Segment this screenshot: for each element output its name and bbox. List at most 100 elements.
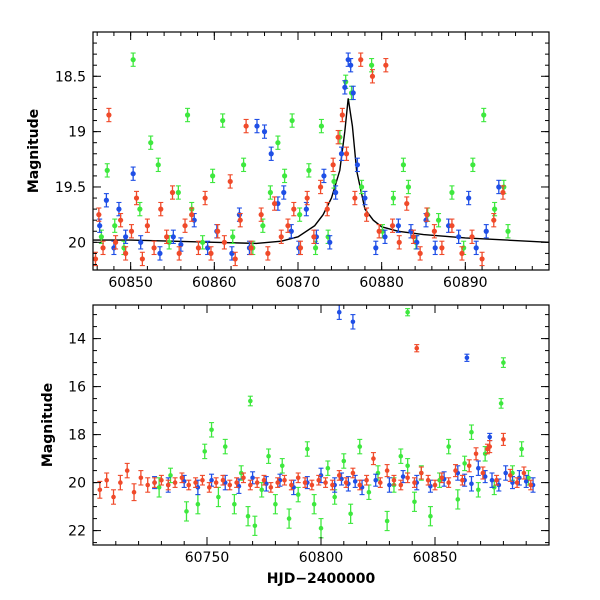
bottom-plot-frame <box>92 304 550 546</box>
data-point-red <box>189 207 195 222</box>
data-point-red <box>405 472 411 484</box>
data-point-red <box>169 185 176 200</box>
data-point-green <box>475 482 481 498</box>
data-point-red <box>164 229 170 244</box>
top-axis-ticks: 60850 60860 60870 60880 60890 18.5 19 19.5 20 <box>55 31 550 291</box>
data-point-red <box>439 240 445 256</box>
data-point-red <box>271 196 278 211</box>
data-point-red <box>343 146 350 161</box>
data-point-blue <box>157 246 163 261</box>
data-point-red <box>240 472 246 484</box>
data-point-red <box>323 477 329 488</box>
top-data-points <box>93 52 549 267</box>
data-point-red <box>466 459 472 473</box>
data-point-red <box>265 246 271 261</box>
y-tick-label: 20 <box>68 476 86 492</box>
data-point-blue <box>466 190 472 206</box>
data-point-green <box>435 212 442 228</box>
data-point-red <box>491 212 497 228</box>
data-point-red <box>195 240 202 256</box>
data-point-red <box>158 474 164 486</box>
data-point-green <box>200 235 206 250</box>
data-point-blue <box>395 218 401 233</box>
data-point-blue <box>468 476 474 492</box>
data-point-red <box>112 235 119 250</box>
data-point-green <box>505 224 511 239</box>
data-point-red <box>186 479 192 491</box>
data-point-blue <box>496 179 502 195</box>
data-point-green <box>155 157 161 173</box>
data-point-red <box>330 157 336 173</box>
data-point-red <box>446 477 452 488</box>
data-point-red <box>352 190 358 206</box>
data-point-green <box>195 494 201 515</box>
bottom-y-axis-label: Magnitude <box>40 383 56 467</box>
data-point-red <box>158 201 164 217</box>
data-point-red <box>309 479 315 491</box>
data-point-green <box>411 491 417 512</box>
data-point-red <box>432 479 438 491</box>
x-tick-label: 60880 <box>359 275 404 291</box>
data-point-blue <box>327 235 333 250</box>
data-point-blue <box>170 229 176 244</box>
data-point-red <box>243 118 249 134</box>
data-point-red <box>383 58 389 73</box>
data-point-blue <box>103 193 109 208</box>
data-point-blue <box>123 229 129 244</box>
data-point-red <box>131 483 137 502</box>
data-point-red <box>425 474 431 486</box>
y-tick-label: 22 <box>68 524 86 540</box>
data-point-blue <box>464 353 470 362</box>
data-point-green <box>183 501 189 522</box>
data-point-green <box>202 443 208 460</box>
data-point-green <box>318 518 324 539</box>
data-point-red <box>106 107 112 123</box>
x-tick-label: 60850 <box>413 550 458 566</box>
data-point-red <box>357 479 363 491</box>
data-point-red <box>473 447 479 461</box>
data-point-red <box>152 477 158 488</box>
data-point-red <box>268 482 274 493</box>
data-point-red <box>364 474 370 486</box>
data-point-green <box>318 118 325 134</box>
data-point-red <box>144 218 150 233</box>
data-point-green <box>398 448 404 464</box>
data-point-green <box>289 113 295 128</box>
data-point-red <box>278 229 284 244</box>
data-point-red <box>459 246 465 261</box>
data-point-red <box>329 479 335 491</box>
data-point-green <box>405 308 411 317</box>
data-point-red <box>291 201 297 217</box>
data-point-green <box>498 398 504 409</box>
data-point-red <box>521 466 527 480</box>
data-point-red <box>176 246 182 261</box>
data-point-green <box>215 486 221 508</box>
data-point-red <box>369 69 376 84</box>
data-point-blue <box>261 124 268 139</box>
data-point-red <box>237 212 243 228</box>
data-point-green <box>427 506 433 527</box>
data-point-red <box>165 479 171 491</box>
data-point-green <box>384 510 390 532</box>
data-point-red <box>258 207 264 222</box>
data-point-green <box>449 185 455 200</box>
data-point-red <box>117 474 123 491</box>
data-point-blue <box>475 460 481 476</box>
data-point-red <box>396 235 402 250</box>
data-point-green <box>252 515 258 536</box>
data-point-red <box>215 224 221 239</box>
data-point-green <box>470 157 476 173</box>
data-point-green <box>455 489 461 510</box>
data-point-red <box>261 474 267 486</box>
data-point-red <box>311 229 317 244</box>
data-point-red <box>528 479 534 491</box>
data-point-blue <box>354 157 360 173</box>
data-point-blue <box>281 185 287 200</box>
data-point-red <box>411 477 417 488</box>
data-point-red <box>494 474 500 486</box>
data-point-red <box>254 477 260 488</box>
data-point-green <box>104 163 110 178</box>
data-point-red <box>93 251 99 267</box>
data-point-red <box>182 218 188 233</box>
